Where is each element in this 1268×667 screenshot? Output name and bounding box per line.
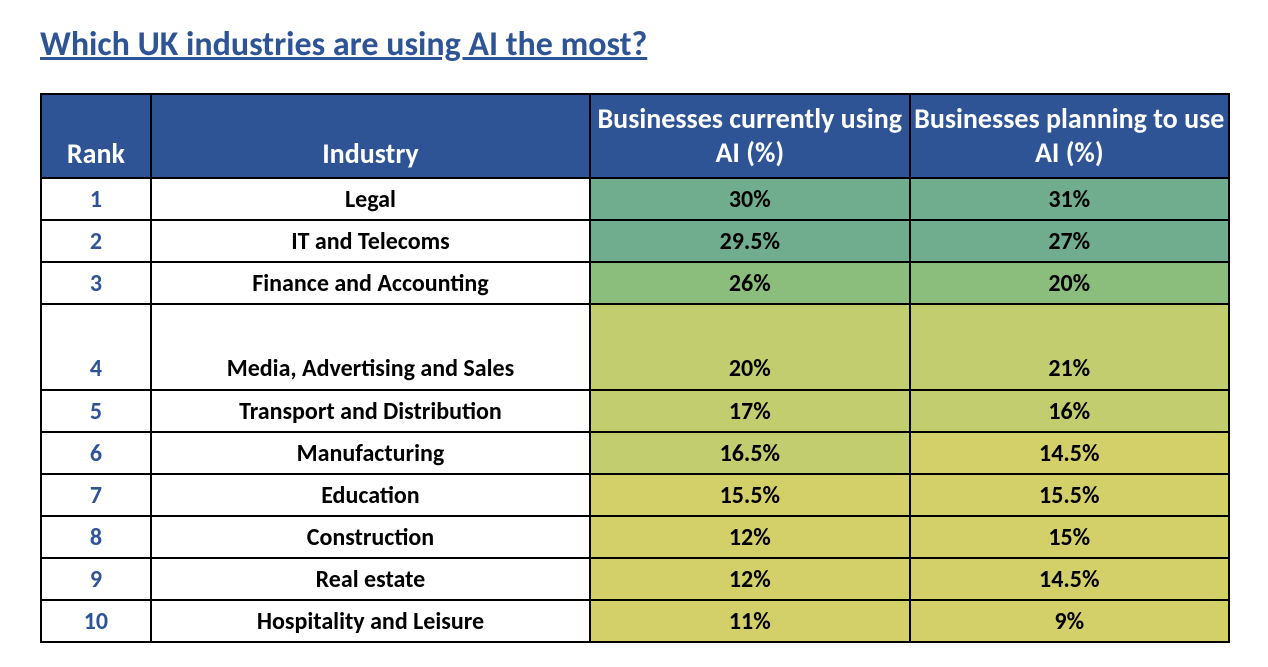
table-header: Rank Industry Businesses currently using…: [41, 94, 1229, 178]
cell-current: 12%: [590, 516, 909, 558]
cell-rank: 5: [41, 390, 151, 432]
cell-industry: Manufacturing: [151, 432, 590, 474]
cell-current: 20%: [590, 304, 909, 390]
cell-rank: 3: [41, 262, 151, 304]
industries-table: Rank Industry Businesses currently using…: [40, 93, 1230, 643]
table-row: 1Legal30%31%: [41, 178, 1229, 220]
table-row: 6Manufacturing16.5%14.5%: [41, 432, 1229, 474]
cell-planning: 31%: [910, 178, 1229, 220]
cell-rank: 7: [41, 474, 151, 516]
cell-industry: Media, Advertising and Sales: [151, 304, 590, 390]
cell-current: 30%: [590, 178, 909, 220]
col-rank: Rank: [41, 94, 151, 178]
cell-rank: 6: [41, 432, 151, 474]
table-row: 7Education15.5%15.5%: [41, 474, 1229, 516]
cell-rank: 10: [41, 600, 151, 642]
cell-current: 15.5%: [590, 474, 909, 516]
cell-industry: Legal: [151, 178, 590, 220]
page-title: Which UK industries are using AI the mos…: [40, 24, 1228, 65]
cell-current: 26%: [590, 262, 909, 304]
cell-planning: 9%: [910, 600, 1229, 642]
cell-industry: Real estate: [151, 558, 590, 600]
cell-rank: 8: [41, 516, 151, 558]
cell-industry: Finance and Accounting: [151, 262, 590, 304]
table-body: 1Legal30%31%2IT and Telecoms29.5%27%3Fin…: [41, 178, 1229, 642]
cell-industry: Construction: [151, 516, 590, 558]
cell-industry: Education: [151, 474, 590, 516]
table-row: 3Finance and Accounting26%20%: [41, 262, 1229, 304]
cell-planning: 15%: [910, 516, 1229, 558]
table-row: 9Real estate12%14.5%: [41, 558, 1229, 600]
table-row: 4Media, Advertising and Sales20%21%: [41, 304, 1229, 390]
col-current: Businesses currently using AI (%): [590, 94, 909, 178]
cell-current: 11%: [590, 600, 909, 642]
cell-rank: 1: [41, 178, 151, 220]
cell-current: 16.5%: [590, 432, 909, 474]
cell-current: 29.5%: [590, 220, 909, 262]
table-row: 10Hospitality and Leisure11%9%: [41, 600, 1229, 642]
cell-current: 17%: [590, 390, 909, 432]
cell-planning: 14.5%: [910, 432, 1229, 474]
cell-planning: 16%: [910, 390, 1229, 432]
cell-rank: 9: [41, 558, 151, 600]
cell-industry: IT and Telecoms: [151, 220, 590, 262]
cell-industry: Transport and Distribution: [151, 390, 590, 432]
col-industry: Industry: [151, 94, 590, 178]
cell-rank: 4: [41, 304, 151, 390]
col-planning: Businesses planning to use AI (%): [910, 94, 1229, 178]
cell-planning: 20%: [910, 262, 1229, 304]
cell-current: 12%: [590, 558, 909, 600]
cell-industry: Hospitality and Leisure: [151, 600, 590, 642]
cell-rank: 2: [41, 220, 151, 262]
page: Which UK industries are using AI the mos…: [0, 0, 1268, 667]
table-row: 2IT and Telecoms29.5%27%: [41, 220, 1229, 262]
cell-planning: 21%: [910, 304, 1229, 390]
cell-planning: 14.5%: [910, 558, 1229, 600]
table-row: 8Construction12%15%: [41, 516, 1229, 558]
table-row: 5Transport and Distribution17%16%: [41, 390, 1229, 432]
cell-planning: 15.5%: [910, 474, 1229, 516]
cell-planning: 27%: [910, 220, 1229, 262]
